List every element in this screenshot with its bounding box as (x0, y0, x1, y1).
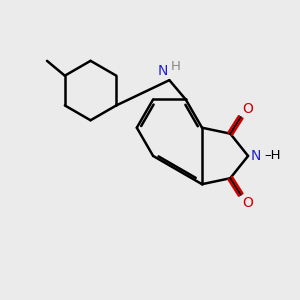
Text: N: N (250, 149, 261, 163)
Text: H: H (170, 60, 180, 73)
Text: N: N (158, 64, 168, 78)
Text: O: O (242, 102, 253, 116)
Text: –H: –H (264, 149, 281, 162)
Text: O: O (242, 196, 253, 210)
